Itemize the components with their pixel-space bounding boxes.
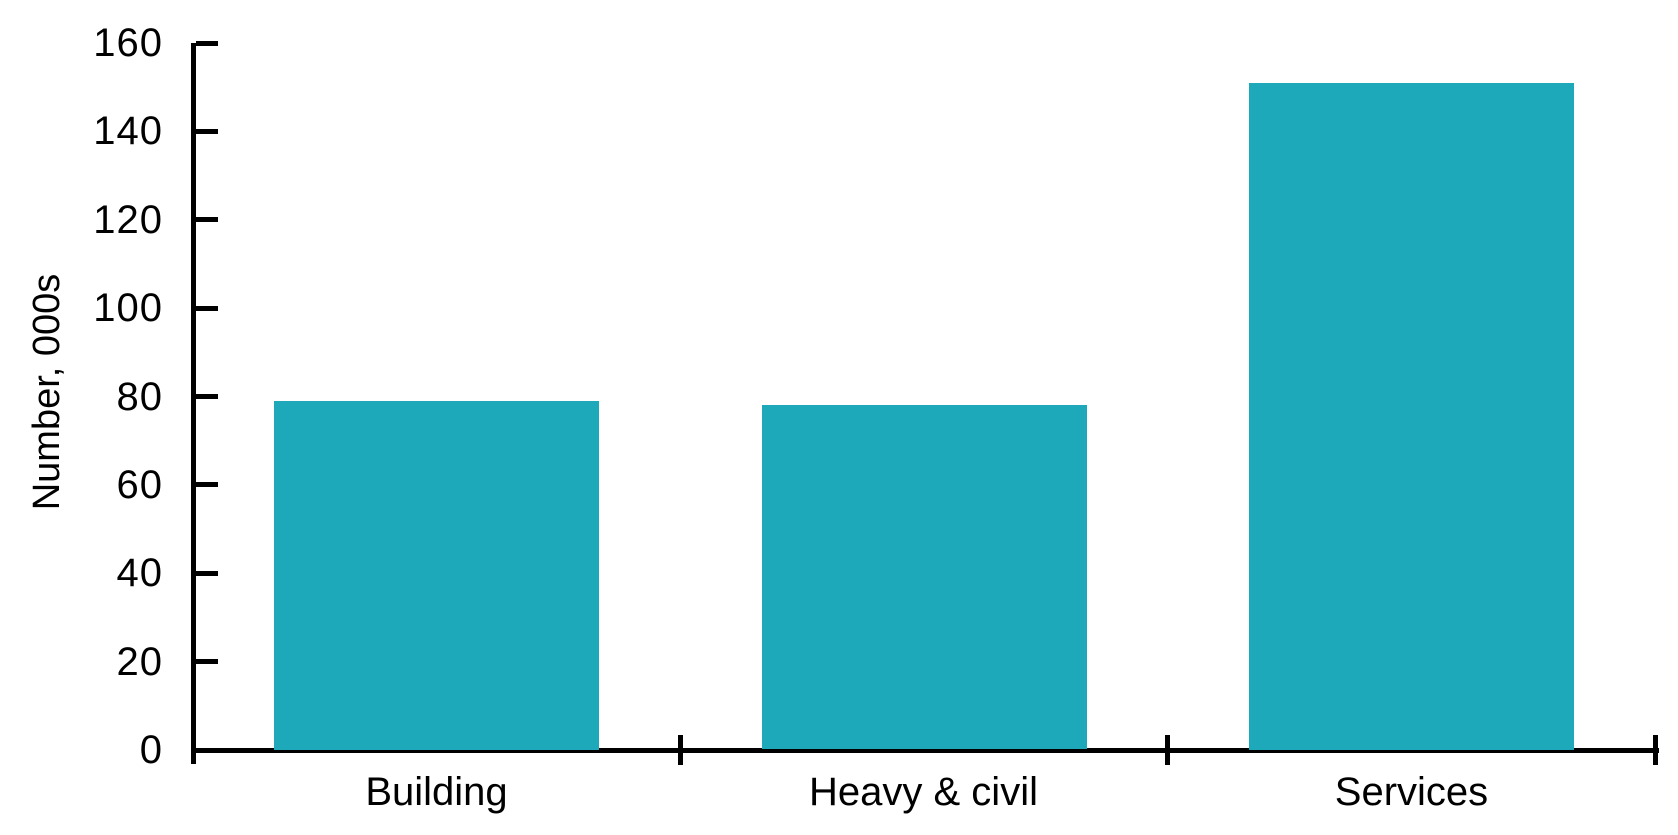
y-tick-mark (196, 571, 218, 576)
y-tick-label: 140 (93, 109, 163, 153)
y-tick-label: 60 (116, 463, 163, 507)
x-tick-mark (678, 735, 683, 765)
bar-building (274, 401, 599, 750)
y-tick-mark (196, 129, 218, 134)
y-tick-mark (196, 217, 218, 222)
x-category-label: Heavy & civil (809, 770, 1038, 814)
y-axis-line (191, 43, 196, 764)
x-axis-line (191, 748, 1659, 753)
y-tick-label: 100 (93, 286, 163, 330)
y-tick-mark (196, 659, 218, 664)
y-tick-label: 80 (116, 375, 163, 419)
x-category-label: Building (365, 770, 508, 814)
x-tick-mark (1653, 735, 1658, 765)
y-tick-mark (196, 748, 218, 753)
y-tick-mark (196, 482, 218, 487)
y-tick-label: 40 (116, 551, 163, 595)
bar-heavy-civil (762, 405, 1087, 749)
x-category-label: Services (1334, 770, 1489, 814)
y-tick-mark (196, 394, 218, 399)
x-tick-mark (1165, 735, 1170, 765)
y-tick-label: 20 (116, 640, 163, 684)
y-tick-label: 120 (93, 198, 163, 242)
bar-services (1249, 83, 1574, 750)
y-tick-mark (196, 41, 218, 46)
y-tick-label: 0 (139, 728, 163, 772)
y-tick-label: 160 (93, 21, 163, 65)
y-tick-mark (196, 306, 218, 311)
